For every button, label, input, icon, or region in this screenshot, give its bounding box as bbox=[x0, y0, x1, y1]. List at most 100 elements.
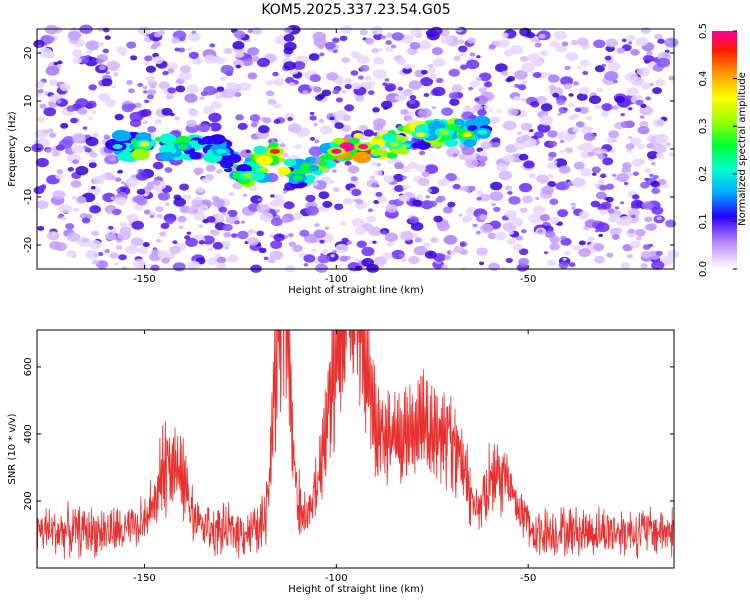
heatmap-cell bbox=[199, 96, 205, 101]
heatmap-cell bbox=[125, 244, 139, 255]
heatmap-cell bbox=[477, 109, 487, 116]
heatmap-cell bbox=[71, 144, 84, 154]
heatmap-cell bbox=[567, 102, 575, 108]
heatmap-cell bbox=[534, 42, 542, 48]
heatmap-cell bbox=[267, 257, 276, 264]
heatmap-cell bbox=[269, 199, 281, 208]
heatmap-cell bbox=[487, 232, 497, 240]
heatmap-cell bbox=[600, 110, 610, 118]
heatmap-cell bbox=[371, 48, 380, 54]
heatmap-cell bbox=[287, 116, 293, 121]
heatmap-cell bbox=[97, 41, 105, 47]
heatmap-cell bbox=[403, 63, 412, 70]
heatmap-cell bbox=[620, 120, 631, 129]
heatmap-cell bbox=[108, 225, 114, 230]
heatmap-cell bbox=[427, 188, 433, 193]
heatmap-cell bbox=[632, 171, 640, 176]
heatmap-cell bbox=[595, 222, 610, 233]
heatmap-cell bbox=[505, 257, 513, 264]
heatmap-cell bbox=[144, 55, 153, 62]
heatmap-cell bbox=[577, 65, 582, 70]
heatmap-cell bbox=[502, 120, 517, 131]
heatmap-cell bbox=[258, 125, 270, 134]
heatmap-cell bbox=[188, 109, 199, 117]
heatmap-cell bbox=[469, 52, 476, 57]
heatmap-cell bbox=[635, 99, 644, 106]
heatmap-cell bbox=[223, 47, 233, 55]
heatmap-cell bbox=[283, 61, 296, 71]
heatmap-cell bbox=[510, 45, 524, 55]
heatmap-cell bbox=[161, 257, 171, 264]
heatmap-cell bbox=[42, 129, 49, 134]
snr-ytick-label: 400 bbox=[23, 424, 34, 443]
heatmap-peak bbox=[243, 172, 254, 178]
heatmap-cell bbox=[43, 107, 57, 117]
heatmap-cell bbox=[570, 39, 579, 46]
colorbar-ticks: 0.0 0.1 0.2 0.3 0.4 0.5 bbox=[698, 23, 737, 277]
heatmap-cell bbox=[152, 179, 161, 186]
heatmap-cell bbox=[492, 141, 501, 148]
heatmap-cell bbox=[71, 49, 83, 58]
heatmap-cell bbox=[273, 77, 285, 86]
heatmap-cell bbox=[86, 100, 97, 109]
figure-title: KOM5.2025.337.23.54.G05 bbox=[261, 2, 450, 18]
heatmap-cell bbox=[167, 87, 177, 94]
heatmap-cell bbox=[192, 57, 203, 65]
heatmap-cell bbox=[410, 65, 415, 69]
heatmap-cell bbox=[128, 103, 137, 110]
heatmap-cell bbox=[109, 252, 119, 259]
heatmap-cell bbox=[203, 54, 217, 64]
heatmap-cell bbox=[383, 175, 395, 183]
heatmap-cell bbox=[350, 176, 358, 182]
heatmap-cell bbox=[646, 50, 653, 56]
heatmap-cell bbox=[282, 191, 287, 195]
heatmap-cell bbox=[247, 29, 254, 34]
heatmap-cell bbox=[504, 185, 513, 191]
heatmap-cell bbox=[449, 250, 456, 255]
heatmap-cell bbox=[614, 206, 620, 210]
heatmap-cell bbox=[292, 60, 306, 70]
heatmap-peak bbox=[216, 148, 227, 154]
heatmap-cell bbox=[455, 177, 461, 181]
heatmap-cell bbox=[250, 122, 258, 128]
heatmap-cell bbox=[566, 179, 571, 183]
heatmap-cell bbox=[614, 95, 625, 104]
heatmap-ridge-cell bbox=[283, 158, 297, 167]
heatmap-cell bbox=[332, 187, 340, 193]
heatmap-cell bbox=[85, 40, 100, 51]
heatmap-cell bbox=[651, 206, 664, 215]
heatmap-cell bbox=[651, 187, 661, 195]
heatmap-blobs bbox=[31, 24, 680, 273]
heatmap-cell bbox=[126, 41, 137, 49]
heatmap-cell bbox=[311, 181, 319, 187]
heatmap-cell bbox=[156, 213, 163, 219]
heatmap-cell bbox=[408, 255, 420, 265]
heatmap-cell bbox=[409, 41, 421, 50]
heatmap-cell bbox=[223, 231, 232, 238]
heatmap-cell bbox=[491, 202, 496, 207]
heatmap-cell bbox=[602, 157, 614, 166]
colorbar-tick-label: 0.1 bbox=[698, 213, 709, 229]
heatmap-peak bbox=[388, 141, 399, 147]
heatmap-cell bbox=[587, 236, 595, 242]
heatmap-cell bbox=[196, 187, 205, 194]
heatmap-cell bbox=[84, 147, 92, 153]
heatmap-cell bbox=[91, 230, 100, 237]
heatmap-cell bbox=[191, 30, 197, 34]
heatmap-cell bbox=[302, 90, 309, 95]
heatmap-cell bbox=[344, 104, 355, 112]
heatmap-cell bbox=[597, 106, 603, 110]
heatmap-ridge-cell bbox=[379, 150, 390, 157]
heatmap-cell bbox=[209, 43, 216, 48]
heatmap-cell bbox=[607, 61, 621, 72]
heatmap-cell bbox=[605, 38, 619, 48]
heatmap-cell bbox=[297, 131, 306, 138]
heatmap-cell bbox=[665, 39, 671, 44]
heatmap-cell bbox=[77, 236, 92, 247]
heatmap-cell bbox=[117, 230, 131, 241]
heatmap-cell bbox=[625, 143, 635, 150]
heatmap-cell bbox=[427, 63, 434, 69]
heatmap-cell bbox=[650, 180, 660, 188]
heatmap-cell bbox=[518, 257, 530, 266]
